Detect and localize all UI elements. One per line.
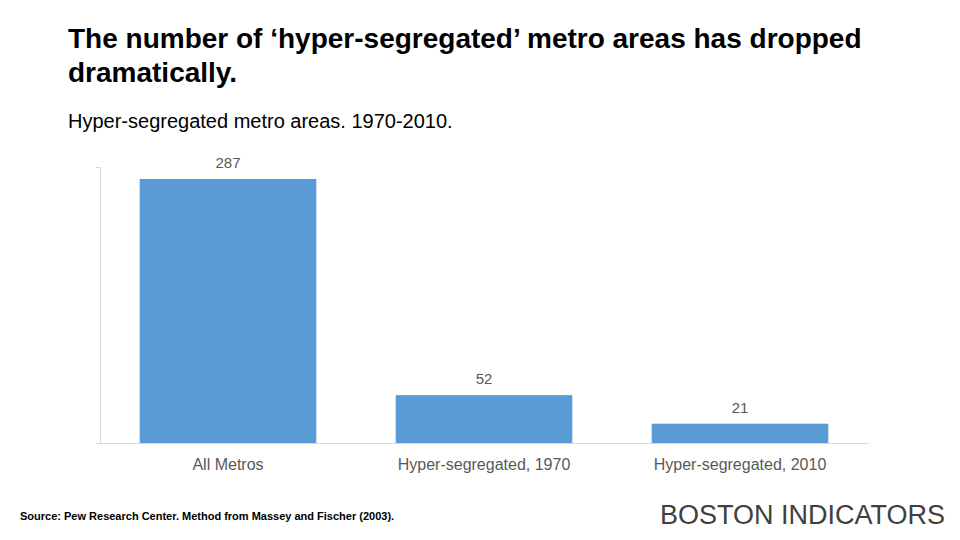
chart-svg: All Metros Hyper-segregated, 1970 Hyper-se… [0,0,960,540]
x-tick: Hyper-segregated, 1970 [398,443,571,473]
x-tick: Hyper-segregated, 2010 [654,443,827,473]
x-tick-label: All Metros [192,456,263,473]
bar [140,179,317,443]
logo: BOSTON INDICATORS [660,500,945,530]
data-labels: 287 52 21 [215,154,748,416]
x-tick-label: Hyper-segregated, 1970 [398,456,571,473]
title: The number of ‘hyper-segregated’ metro a… [68,22,868,90]
x-tick-label: Hyper-segregated, 2010 [654,456,827,473]
y-tick-mark [96,167,100,168]
x-tick: All Metros [192,443,263,473]
source: Source: Pew Research Center. Method from… [20,510,394,522]
data-label: 21 [732,399,749,416]
x-axis: All Metros Hyper-segregated, 1970 Hyper-se… [101,443,869,473]
subtitle: Hyper-segregated metro areas. 1970-2010. [68,110,453,133]
chart-page: The number of ‘hyper-segregated’ metro a… [0,0,960,540]
y-axis-line [96,168,101,444]
bar [652,424,829,443]
bar [396,395,573,443]
y-tick-mark [96,443,100,444]
y-tick [96,443,100,444]
x-axis-line [101,443,869,444]
bars [140,179,829,443]
y-axis [96,168,101,444]
data-label: 287 [215,154,240,171]
data-label: 52 [476,370,493,387]
y-tick [96,167,100,168]
